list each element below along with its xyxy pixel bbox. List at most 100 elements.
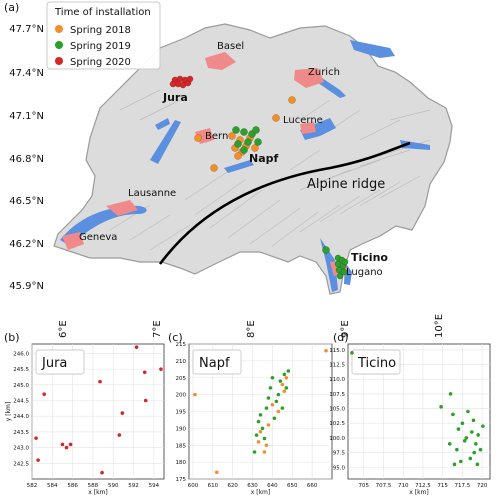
- switzerland-relief: [53, 23, 453, 295]
- data-point: [262, 450, 267, 454]
- y-tick-label: 246.0: [13, 351, 29, 357]
- y-tick-label: 97.5: [333, 451, 346, 457]
- data-point: [451, 412, 455, 417]
- point-napf: [240, 146, 248, 154]
- y-tick-label: 215: [176, 342, 187, 348]
- city-labels: Basel Zurich Bern Lucerne Lausanne Genev…: [79, 41, 383, 278]
- y-tick-label: 105.0: [329, 407, 345, 413]
- legend-label-2020: Spring 2020: [70, 57, 131, 68]
- point-lucerne: [272, 114, 280, 122]
- data-point: [455, 447, 459, 452]
- region-ticino: Ticino: [351, 251, 388, 264]
- data-point: [142, 370, 147, 375]
- data-point: [350, 351, 354, 355]
- x-tick-label: 630: [247, 483, 258, 489]
- x-tick-label: 650: [287, 483, 298, 489]
- y-tick-label: 195: [176, 410, 187, 416]
- lake-geneva: [60, 205, 147, 246]
- point-jura: [186, 75, 194, 83]
- y-tick-label: 200: [176, 393, 187, 399]
- data-point: [252, 450, 257, 454]
- point-napf: [240, 128, 248, 136]
- legend-marker-2019: [55, 41, 63, 49]
- data-point: [256, 440, 261, 444]
- region-jura: Jura: [162, 91, 188, 104]
- data-point: [262, 436, 267, 441]
- x-tick-label: 588: [88, 483, 99, 489]
- lake-engadin: [400, 140, 430, 150]
- data-point: [264, 443, 269, 448]
- point-napf: [251, 144, 259, 152]
- subplot-title-box: [35, 349, 85, 375]
- legend-label-2018: Spring 2018: [70, 25, 131, 36]
- data-point: [264, 406, 269, 410]
- x-tick-label: 586: [67, 483, 78, 489]
- data-point: [270, 402, 275, 407]
- point-napf: [210, 164, 218, 172]
- lon-tick: 8°E: [246, 320, 257, 338]
- lon-tick: 7°E: [152, 320, 163, 338]
- data-point: [286, 369, 291, 373]
- data-point: [34, 436, 38, 440]
- subplot-title-box: [192, 349, 242, 375]
- data-point: [324, 348, 328, 353]
- subplot-title: Ticino: [357, 356, 396, 371]
- data-point: [276, 392, 281, 397]
- x-tick-label: 584: [47, 483, 58, 489]
- y-tick-label: 242.5: [13, 461, 29, 467]
- x-tick-label: 705: [359, 483, 370, 489]
- subplots: 582 584 586 588 590 592 594 242.5 243.0 243.5 244.…: [5, 342, 491, 496]
- data-point: [159, 367, 163, 371]
- x-tick-label: 590: [108, 483, 119, 489]
- data-point: [120, 411, 125, 415]
- lon-tick: 10°E: [434, 314, 445, 338]
- data-point: [459, 459, 463, 464]
- y-tick-label: 245.0: [13, 383, 29, 389]
- city-lausanne: Lausanne: [128, 188, 176, 199]
- data-point: [447, 441, 452, 446]
- data-point: [266, 396, 271, 400]
- city-lucerne: Lucerne: [283, 115, 323, 126]
- y-axis-label: y [km]: [5, 402, 12, 421]
- panel-label-c: (c): [168, 331, 183, 344]
- installation-points: [169, 75, 349, 280]
- relief-shading: [109, 89, 431, 251]
- point-napf: [232, 126, 240, 134]
- y-tick-label: 244.0: [13, 414, 29, 420]
- lake-lucerne: [300, 118, 336, 140]
- x-tick-label: 592: [128, 483, 139, 489]
- map-panel: (a): [4, 1, 453, 338]
- data-point: [466, 409, 470, 414]
- point-napf: [234, 140, 242, 148]
- panel-label-b: (b): [4, 331, 20, 344]
- point-ticino: [340, 268, 348, 276]
- data-point: [448, 392, 453, 396]
- subplot-napf: 600 610 620 630 640 650 660 175 180 185 190 195 200 2…: [176, 342, 333, 496]
- x-tick-label: 717.5: [455, 483, 471, 489]
- lake-neuchatel: [150, 120, 181, 164]
- lat-tick: 46.8°N: [9, 154, 44, 165]
- data-point: [258, 429, 263, 434]
- point-ticino: [322, 246, 330, 254]
- urban-lausanne: [106, 200, 138, 216]
- region-napf: Napf: [249, 152, 279, 165]
- point-napf: [228, 132, 236, 140]
- y-tick-label: 175: [176, 477, 187, 483]
- data-point: [284, 375, 289, 380]
- y-tick-label: 107.5: [329, 392, 345, 398]
- x-axis-label: x [km]: [251, 489, 270, 496]
- data-point: [280, 406, 285, 410]
- lon-tick: 6°E: [58, 320, 69, 338]
- point-napf: [234, 152, 242, 160]
- legend-label-2019: Spring 2019: [70, 41, 131, 52]
- data-point: [471, 418, 476, 423]
- data-point: [456, 427, 461, 431]
- data-point: [452, 462, 457, 467]
- lon-tick: 9°E: [340, 320, 351, 338]
- data-point: [68, 442, 73, 447]
- data-point: [468, 456, 473, 461]
- subplot-title: Jura: [41, 356, 67, 371]
- lake-thun: [224, 160, 254, 173]
- y-tick-label: 210: [176, 359, 187, 365]
